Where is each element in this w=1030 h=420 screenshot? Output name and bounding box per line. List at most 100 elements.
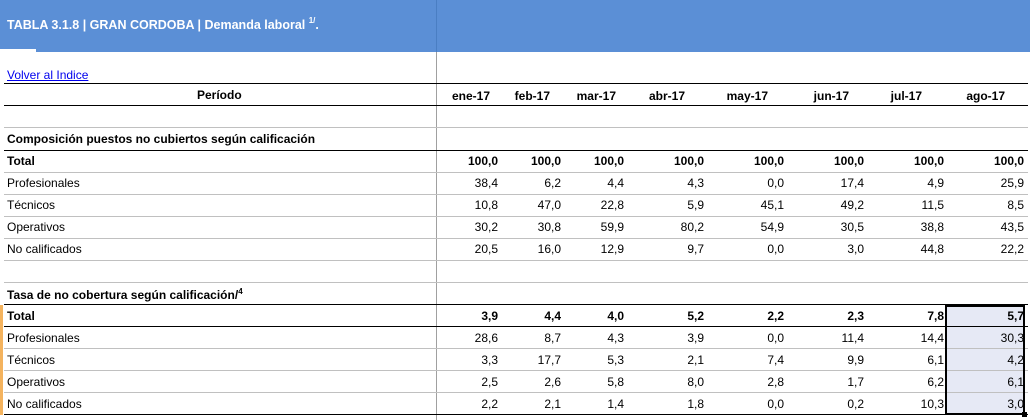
table-cell[interactable]: 25,9 <box>1000 176 1024 190</box>
table-cell[interactable]: 2,6 <box>544 375 561 389</box>
table-cell[interactable]: 2,1 <box>687 353 704 367</box>
table-cell[interactable]: 5,2 <box>687 309 704 323</box>
table-cell[interactable]: 38,4 <box>474 176 498 190</box>
table-cell[interactable]: 0,0 <box>767 331 784 345</box>
table-cell[interactable]: 100,0 <box>530 154 561 168</box>
table-cell[interactable]: 3,0 <box>847 242 864 256</box>
table-row[interactable]: No calificados 2,2 2,1 1,4 1,8 0,0 0,2 1… <box>0 393 1030 415</box>
table-cell[interactable]: 30,2 <box>474 220 498 234</box>
table-cell[interactable]: 4,3 <box>687 176 704 190</box>
table-cell[interactable]: 4,0 <box>607 309 624 323</box>
table-cell[interactable]: 100,0 <box>913 154 944 168</box>
table-cell[interactable]: 0,2 <box>847 397 864 411</box>
table-cell[interactable]: 10,8 <box>474 198 498 212</box>
cell-selection-box[interactable] <box>945 305 1027 417</box>
table-cell[interactable]: 47,0 <box>537 198 561 212</box>
table-cell[interactable]: 38,8 <box>920 220 944 234</box>
table-cell[interactable]: 3,9 <box>481 309 498 323</box>
table-cell[interactable]: 100,0 <box>833 154 864 168</box>
table-cell[interactable]: 20,5 <box>474 242 498 256</box>
table-cell[interactable]: 8,7 <box>544 331 561 345</box>
table-cell[interactable]: 43,5 <box>1000 220 1024 234</box>
table-cell[interactable]: 4,2 <box>1007 353 1024 367</box>
column-header[interactable]: feb-17 <box>514 89 550 103</box>
table-cell[interactable]: 6,1 <box>927 353 944 367</box>
column-header[interactable]: jul-17 <box>890 89 922 103</box>
table-cell[interactable]: 22,8 <box>600 198 624 212</box>
table-row[interactable]: Técnicos 10,8 47,0 22,8 5,9 45,1 49,2 11… <box>0 194 1030 216</box>
table-row[interactable]: Operativos 2,5 2,6 5,8 8,0 2,8 1,7 6,2 6… <box>0 371 1030 393</box>
table-cell[interactable]: 30,8 <box>537 220 561 234</box>
table-cell[interactable]: 2,2 <box>481 397 498 411</box>
table-cell[interactable]: 2,8 <box>767 375 784 389</box>
table-cell[interactable]: 10,3 <box>920 397 944 411</box>
column-header[interactable]: abr-17 <box>648 89 685 103</box>
table-cell[interactable]: 6,1 <box>1007 375 1024 389</box>
table-row[interactable]: Total 3,9 4,4 4,0 5,2 2,2 2,3 7,8 5,7 <box>0 305 1030 327</box>
table-cell[interactable]: 5,8 <box>607 375 624 389</box>
table-cell[interactable]: 2,1 <box>544 397 561 411</box>
back-to-index-link[interactable]: Volver al Indice <box>7 68 89 82</box>
table-cell[interactable]: 4,3 <box>607 331 624 345</box>
table-cell[interactable]: 30,3 <box>1000 331 1024 345</box>
column-header[interactable]: ene-17 <box>451 89 490 103</box>
table-cell[interactable]: 100,0 <box>993 154 1024 168</box>
table-cell[interactable]: 100,0 <box>673 154 704 168</box>
table-cell[interactable]: 100,0 <box>467 154 498 168</box>
table-cell[interactable]: 54,9 <box>760 220 784 234</box>
table-row[interactable]: Profesionales 28,6 8,7 4,3 3,9 0,0 11,4 … <box>0 327 1030 349</box>
table-cell[interactable]: 7,8 <box>927 309 944 323</box>
table-cell[interactable]: 45,1 <box>760 198 784 212</box>
table-cell[interactable]: 100,0 <box>753 154 784 168</box>
table-cell[interactable]: 17,7 <box>537 353 561 367</box>
table-cell[interactable]: 8,0 <box>687 375 704 389</box>
table-cell[interactable]: 2,5 <box>481 375 498 389</box>
table-cell[interactable]: 17,4 <box>840 176 864 190</box>
table-cell[interactable]: 59,9 <box>600 220 624 234</box>
table-cell[interactable]: 80,2 <box>680 220 704 234</box>
table-cell[interactable]: 16,0 <box>537 242 561 256</box>
table-cell[interactable]: 2,2 <box>767 309 784 323</box>
table-cell[interactable]: 3,3 <box>481 353 498 367</box>
table-row[interactable]: Técnicos 3,3 17,7 5,3 2,1 7,4 9,9 6,1 4,… <box>0 349 1030 371</box>
table-cell[interactable]: 5,7 <box>1007 309 1024 323</box>
table-row[interactable]: No calificados 20,5 16,0 12,9 9,7 0,0 3,… <box>0 238 1030 260</box>
column-header[interactable]: jun-17 <box>813 89 849 103</box>
table-row[interactable]: Operativos 30,2 30,8 59,9 80,2 54,9 30,5… <box>0 216 1030 238</box>
table-cell[interactable]: 1,8 <box>687 397 704 411</box>
table-cell[interactable]: 0,0 <box>767 242 784 256</box>
table-cell[interactable]: 1,7 <box>847 375 864 389</box>
table-cell[interactable]: 14,4 <box>920 331 944 345</box>
column-header[interactable]: mar-17 <box>576 89 616 103</box>
table-cell[interactable]: 3,9 <box>687 331 704 345</box>
table-cell[interactable]: 30,5 <box>840 220 864 234</box>
table-cell[interactable]: 2,3 <box>847 309 864 323</box>
table-cell[interactable]: 4,9 <box>927 176 944 190</box>
table-cell[interactable]: 7,4 <box>767 353 784 367</box>
table-cell[interactable]: 0,0 <box>767 397 784 411</box>
table-cell[interactable]: 4,4 <box>544 309 561 323</box>
column-header[interactable]: may-17 <box>726 89 768 103</box>
table-cell[interactable]: 49,2 <box>840 198 864 212</box>
table-cell[interactable]: 6,2 <box>544 176 561 190</box>
table-cell[interactable]: 22,2 <box>1000 242 1024 256</box>
table-cell[interactable]: 0,0 <box>767 176 784 190</box>
table-row[interactable]: Total 100,0 100,0 100,0 100,0 100,0 100,… <box>0 150 1030 172</box>
table-cell[interactable]: 44,8 <box>920 242 944 256</box>
table-cell[interactable]: 4,4 <box>607 176 624 190</box>
table-cell[interactable]: 8,5 <box>1007 198 1024 212</box>
table-cell[interactable]: 12,9 <box>600 242 624 256</box>
table-cell[interactable]: 100,0 <box>593 154 624 168</box>
table-cell[interactable]: 11,5 <box>921 198 944 212</box>
table-cell[interactable]: 9,9 <box>847 353 864 367</box>
table-cell[interactable]: 6,2 <box>927 375 944 389</box>
table-cell[interactable]: 1,4 <box>607 397 624 411</box>
table-cell[interactable]: 28,6 <box>474 331 498 345</box>
table-cell[interactable]: 3,0 <box>1007 397 1024 411</box>
column-header[interactable]: ago-17 <box>966 89 1005 103</box>
table-cell[interactable]: 9,7 <box>687 242 704 256</box>
table-row[interactable]: Profesionales 38,4 6,2 4,4 4,3 0,0 17,4 … <box>0 172 1030 194</box>
table-cell[interactable]: 5,9 <box>687 198 704 212</box>
table-cell[interactable]: 5,3 <box>607 353 624 367</box>
table-cell[interactable]: 11,4 <box>841 331 864 345</box>
